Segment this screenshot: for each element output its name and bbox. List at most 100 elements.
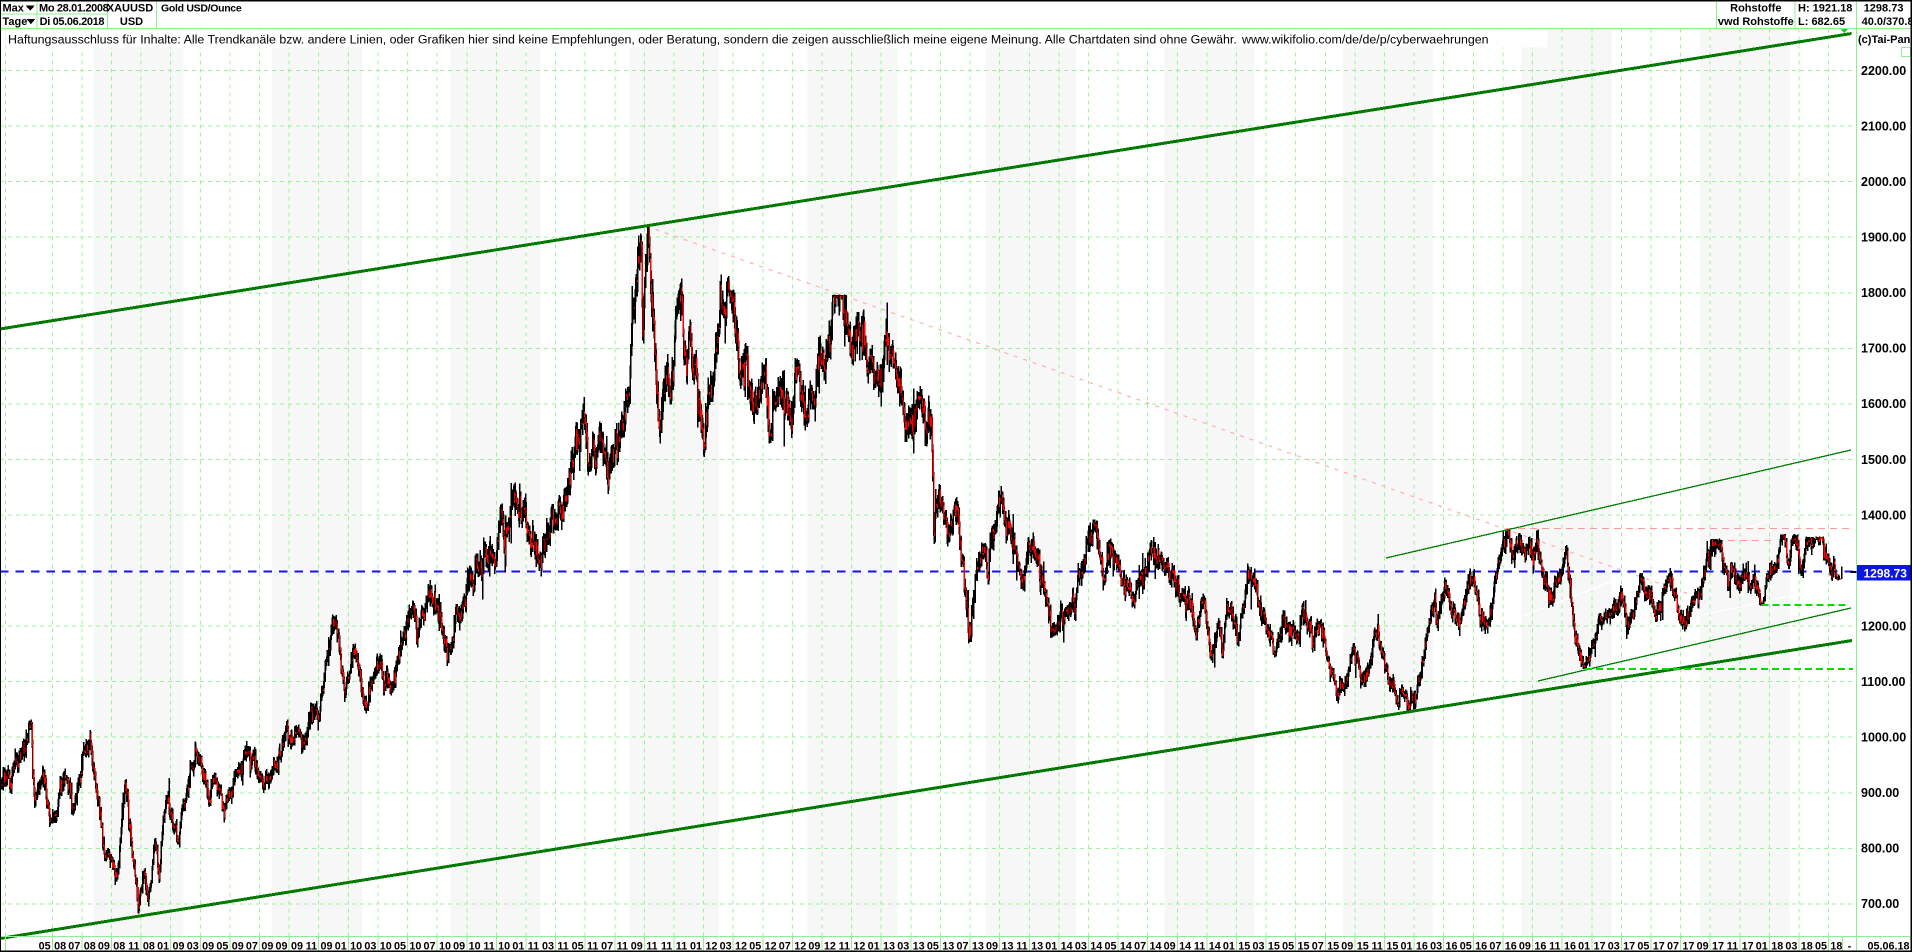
- svg-text:07: 07: [1312, 940, 1324, 952]
- svg-text:13: 13: [942, 940, 954, 952]
- svg-text:18: 18: [1801, 940, 1813, 952]
- svg-text:15: 15: [1386, 940, 1398, 952]
- svg-text:700.00: 700.00: [1861, 897, 1899, 911]
- svg-text:13: 13: [883, 940, 895, 952]
- svg-text:01: 01: [1045, 940, 1057, 952]
- svg-text:2100.00: 2100.00: [1861, 119, 1906, 133]
- svg-text:08: 08: [54, 940, 66, 952]
- svg-text:17: 17: [1594, 940, 1606, 952]
- svg-text:1700.00: 1700.00: [1861, 342, 1906, 356]
- svg-text:05: 05: [1637, 940, 1649, 952]
- svg-text:07: 07: [956, 940, 968, 952]
- svg-text:12: 12: [705, 940, 717, 952]
- svg-text:10: 10: [498, 940, 510, 952]
- svg-text:12: 12: [735, 940, 747, 952]
- svg-text:1298.73: 1298.73: [1864, 3, 1904, 15]
- svg-text:10: 10: [380, 940, 392, 952]
- svg-text:11: 11: [661, 940, 672, 952]
- svg-text:900.00: 900.00: [1861, 786, 1899, 800]
- svg-text:10: 10: [469, 940, 481, 952]
- svg-text:09: 09: [98, 940, 110, 952]
- svg-text:01: 01: [512, 940, 524, 952]
- svg-text:07: 07: [779, 940, 791, 952]
- svg-text:13: 13: [913, 940, 925, 952]
- svg-text:09: 09: [291, 940, 303, 952]
- svg-text:1800.00: 1800.00: [1861, 286, 1906, 300]
- svg-text:13: 13: [1031, 940, 1043, 952]
- svg-text:H: 1921.18: H: 1921.18: [1798, 3, 1852, 15]
- svg-text:03: 03: [897, 940, 909, 952]
- svg-text:09: 09: [232, 940, 244, 952]
- svg-text:17: 17: [1712, 940, 1724, 952]
- svg-text:1200.00: 1200.00: [1861, 619, 1906, 633]
- svg-text:11: 11: [483, 940, 494, 952]
- svg-text:1500.00: 1500.00: [1861, 453, 1906, 467]
- svg-text:01: 01: [1401, 940, 1413, 952]
- svg-text:03: 03: [1785, 940, 1797, 952]
- svg-text:03: 03: [187, 940, 199, 952]
- svg-text:www.wikifolio.com/de/de/p/cybe: www.wikifolio.com/de/de/p/cyberwaehrunge…: [1241, 33, 1489, 47]
- svg-text:01: 01: [157, 940, 169, 952]
- svg-text:11: 11: [1372, 940, 1383, 952]
- svg-text:2000.00: 2000.00: [1861, 175, 1906, 189]
- svg-text:07: 07: [246, 940, 258, 952]
- svg-text:17: 17: [1742, 940, 1754, 952]
- svg-text:11: 11: [1727, 940, 1738, 952]
- svg-text:13: 13: [1001, 940, 1013, 952]
- svg-text:16: 16: [1564, 940, 1576, 952]
- svg-text:05: 05: [1282, 940, 1294, 952]
- svg-text:1298.73: 1298.73: [1864, 566, 1908, 580]
- svg-text:15: 15: [1327, 940, 1339, 952]
- svg-text:05: 05: [1815, 940, 1827, 952]
- svg-text:11: 11: [1016, 940, 1027, 952]
- svg-text:09: 09: [276, 940, 288, 952]
- svg-text:-: -: [1848, 940, 1852, 952]
- svg-text:18: 18: [1771, 940, 1783, 952]
- svg-text:2200.00: 2200.00: [1861, 64, 1906, 78]
- svg-text:13: 13: [972, 940, 984, 952]
- svg-text:15: 15: [1357, 940, 1369, 952]
- svg-text:07: 07: [1489, 940, 1501, 952]
- svg-text:14: 14: [1179, 940, 1191, 952]
- svg-text:09: 09: [1519, 940, 1531, 952]
- svg-text:12: 12: [794, 940, 806, 952]
- svg-text:09: 09: [321, 940, 333, 952]
- svg-text:Max: Max: [3, 3, 25, 15]
- svg-text:1400.00: 1400.00: [1861, 508, 1906, 522]
- svg-text:Haftungsausschluss für Inhalte: Haftungsausschluss für Inhalte: Alle Tre…: [8, 33, 1237, 47]
- svg-text:05: 05: [216, 940, 228, 952]
- svg-text:16: 16: [1534, 940, 1546, 952]
- svg-text:09: 09: [1697, 940, 1709, 952]
- svg-text:09: 09: [261, 940, 273, 952]
- svg-text:03: 03: [364, 940, 376, 952]
- svg-text:01: 01: [335, 940, 347, 952]
- svg-text:15: 15: [1298, 940, 1310, 952]
- svg-text:11: 11: [617, 940, 628, 952]
- svg-text:17: 17: [1682, 940, 1694, 952]
- svg-text:1900.00: 1900.00: [1861, 231, 1906, 245]
- svg-text:12: 12: [824, 940, 836, 952]
- svg-text:01: 01: [1578, 940, 1590, 952]
- svg-text:10: 10: [350, 940, 362, 952]
- svg-text:07: 07: [1667, 940, 1679, 952]
- svg-text:Gold USD/Ounce: Gold USD/Ounce: [161, 3, 242, 15]
- svg-text:1100.00: 1100.00: [1861, 675, 1906, 689]
- svg-text:03: 03: [1430, 940, 1442, 952]
- svg-text:16: 16: [1505, 940, 1517, 952]
- svg-text:09: 09: [1164, 940, 1176, 952]
- svg-text:03: 03: [1608, 940, 1620, 952]
- svg-text:14: 14: [1209, 940, 1221, 952]
- svg-text:XAUUSD: XAUUSD: [107, 3, 154, 15]
- svg-text:11: 11: [1194, 940, 1205, 952]
- svg-text:800.00: 800.00: [1861, 842, 1899, 856]
- svg-text:10: 10: [409, 940, 421, 952]
- svg-text:07: 07: [601, 940, 613, 952]
- svg-text:05: 05: [1104, 940, 1116, 952]
- svg-text:07: 07: [424, 940, 436, 952]
- svg-text:03: 03: [1252, 940, 1264, 952]
- svg-text:01: 01: [868, 940, 880, 952]
- svg-text:14: 14: [1061, 940, 1073, 952]
- svg-text:08: 08: [84, 940, 96, 952]
- svg-text:09: 09: [1341, 940, 1353, 952]
- svg-text:12: 12: [853, 940, 865, 952]
